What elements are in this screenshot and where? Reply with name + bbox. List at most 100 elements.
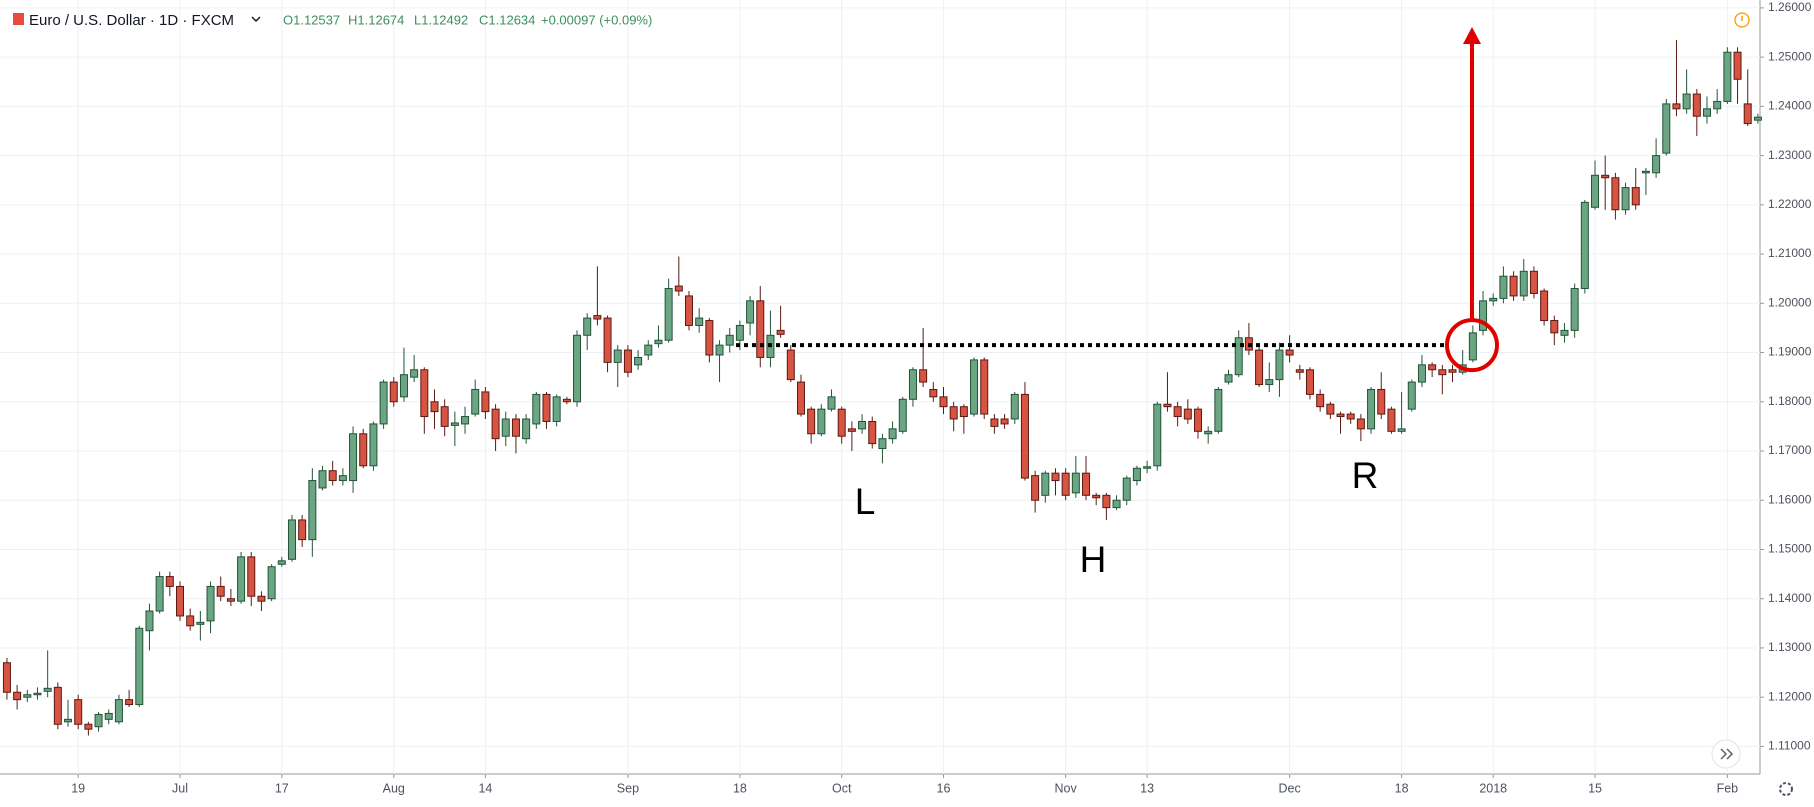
x-tick-label: Aug — [383, 781, 405, 795]
candle-body — [1153, 403, 1162, 467]
candle-body — [1265, 379, 1274, 386]
target-arrow-head — [1463, 27, 1481, 44]
candle-body — [990, 418, 999, 427]
candle-body — [1509, 275, 1518, 297]
candle-body — [1560, 329, 1569, 336]
candle-body — [94, 713, 103, 728]
candle-body — [1346, 413, 1355, 420]
candle-body — [226, 598, 235, 602]
candle-body — [1051, 472, 1060, 482]
candle-body — [33, 692, 42, 696]
candle-body — [247, 556, 256, 597]
candle-body — [603, 317, 612, 363]
ohlc-low: L1.12492 — [414, 12, 468, 27]
x-tick-label: 18 — [733, 781, 747, 795]
candle-body — [1143, 466, 1152, 469]
candle-body — [1713, 100, 1722, 110]
symbol-dropdown[interactable] — [251, 16, 261, 23]
candle-body — [1356, 418, 1365, 430]
candle-body — [298, 519, 307, 541]
candle-body — [501, 418, 510, 437]
candle-body — [1662, 103, 1671, 154]
x-tick-label: 16 — [937, 781, 951, 795]
candle-body — [542, 393, 551, 422]
candle-body — [796, 381, 805, 415]
candle-body — [644, 344, 653, 356]
candle-body — [1397, 428, 1406, 432]
candle-body — [715, 344, 724, 356]
candle-body — [491, 408, 500, 440]
candle-body — [440, 406, 449, 427]
candle-body — [1010, 393, 1019, 420]
candle-body — [1173, 406, 1182, 418]
candle-body — [125, 699, 134, 706]
candle-body — [1305, 369, 1314, 395]
candle-body — [1234, 337, 1243, 376]
candle-body — [13, 691, 22, 701]
candle-body — [257, 595, 266, 602]
candle-body — [888, 428, 897, 440]
y-tick-label: 1.20000 — [1768, 295, 1812, 309]
symbol-flag[interactable] — [13, 13, 24, 25]
candle-body — [573, 334, 582, 403]
candle-body — [155, 576, 164, 612]
settings-button[interactable] — [1779, 782, 1793, 796]
candle-body — [145, 610, 154, 632]
candle-body — [461, 416, 470, 425]
candle-body — [786, 349, 795, 381]
candle-body — [1204, 430, 1213, 435]
x-tick-label: Feb — [1717, 781, 1739, 795]
candle-body — [1733, 51, 1742, 80]
ohlc-high: H1.12674 — [348, 12, 404, 27]
candle-body — [206, 585, 215, 622]
candle-body — [1428, 364, 1437, 371]
candle-body — [562, 398, 571, 403]
candle-body — [685, 295, 693, 326]
candle-body — [807, 408, 816, 435]
candle-body — [114, 699, 123, 723]
candle-body — [847, 428, 856, 432]
pattern-label: L — [855, 481, 876, 522]
warning-icon[interactable] — [1734, 12, 1750, 28]
x-tick-label: 15 — [1588, 781, 1602, 795]
candle-body — [1061, 472, 1070, 496]
candle-body — [1387, 408, 1396, 432]
symbol-title[interactable]: Euro / U.S. Dollar · 1D · FXCM — [29, 12, 234, 29]
candle-body — [359, 433, 368, 467]
candle-body — [1112, 499, 1121, 509]
ohlc-close: C1.12634 — [479, 12, 535, 27]
candle-body — [1082, 472, 1091, 496]
candle-body — [389, 381, 398, 403]
candle-body — [1591, 174, 1600, 208]
candle-body — [664, 288, 673, 341]
candle-body — [1417, 364, 1426, 383]
candle-body — [1682, 93, 1691, 110]
candle-body — [1122, 477, 1131, 501]
candle-body — [277, 560, 286, 565]
candle-body — [308, 480, 317, 541]
candle-body — [949, 406, 958, 420]
candle-body — [165, 576, 174, 587]
y-tick-label: 1.13000 — [1768, 640, 1812, 654]
candle-body — [1183, 408, 1192, 420]
candle-body — [725, 334, 734, 346]
x-tick-label: 18 — [1395, 781, 1409, 795]
candle-body — [1540, 290, 1549, 322]
candle-body — [634, 356, 643, 366]
candle-body — [53, 686, 62, 725]
candle-body — [1529, 270, 1538, 294]
candle-body — [64, 718, 73, 723]
pattern-label: H — [1080, 539, 1107, 580]
candle-body — [1285, 349, 1294, 356]
scroll-icon — [1720, 748, 1734, 760]
x-tick-label: Oct — [832, 781, 852, 795]
candle-body — [1641, 170, 1650, 174]
candle-body — [1631, 187, 1640, 206]
candle-body — [674, 285, 683, 292]
candle-body — [196, 621, 205, 625]
candle-body — [104, 712, 113, 720]
candle-body — [1621, 187, 1630, 211]
y-tick-label: 1.16000 — [1768, 492, 1812, 506]
